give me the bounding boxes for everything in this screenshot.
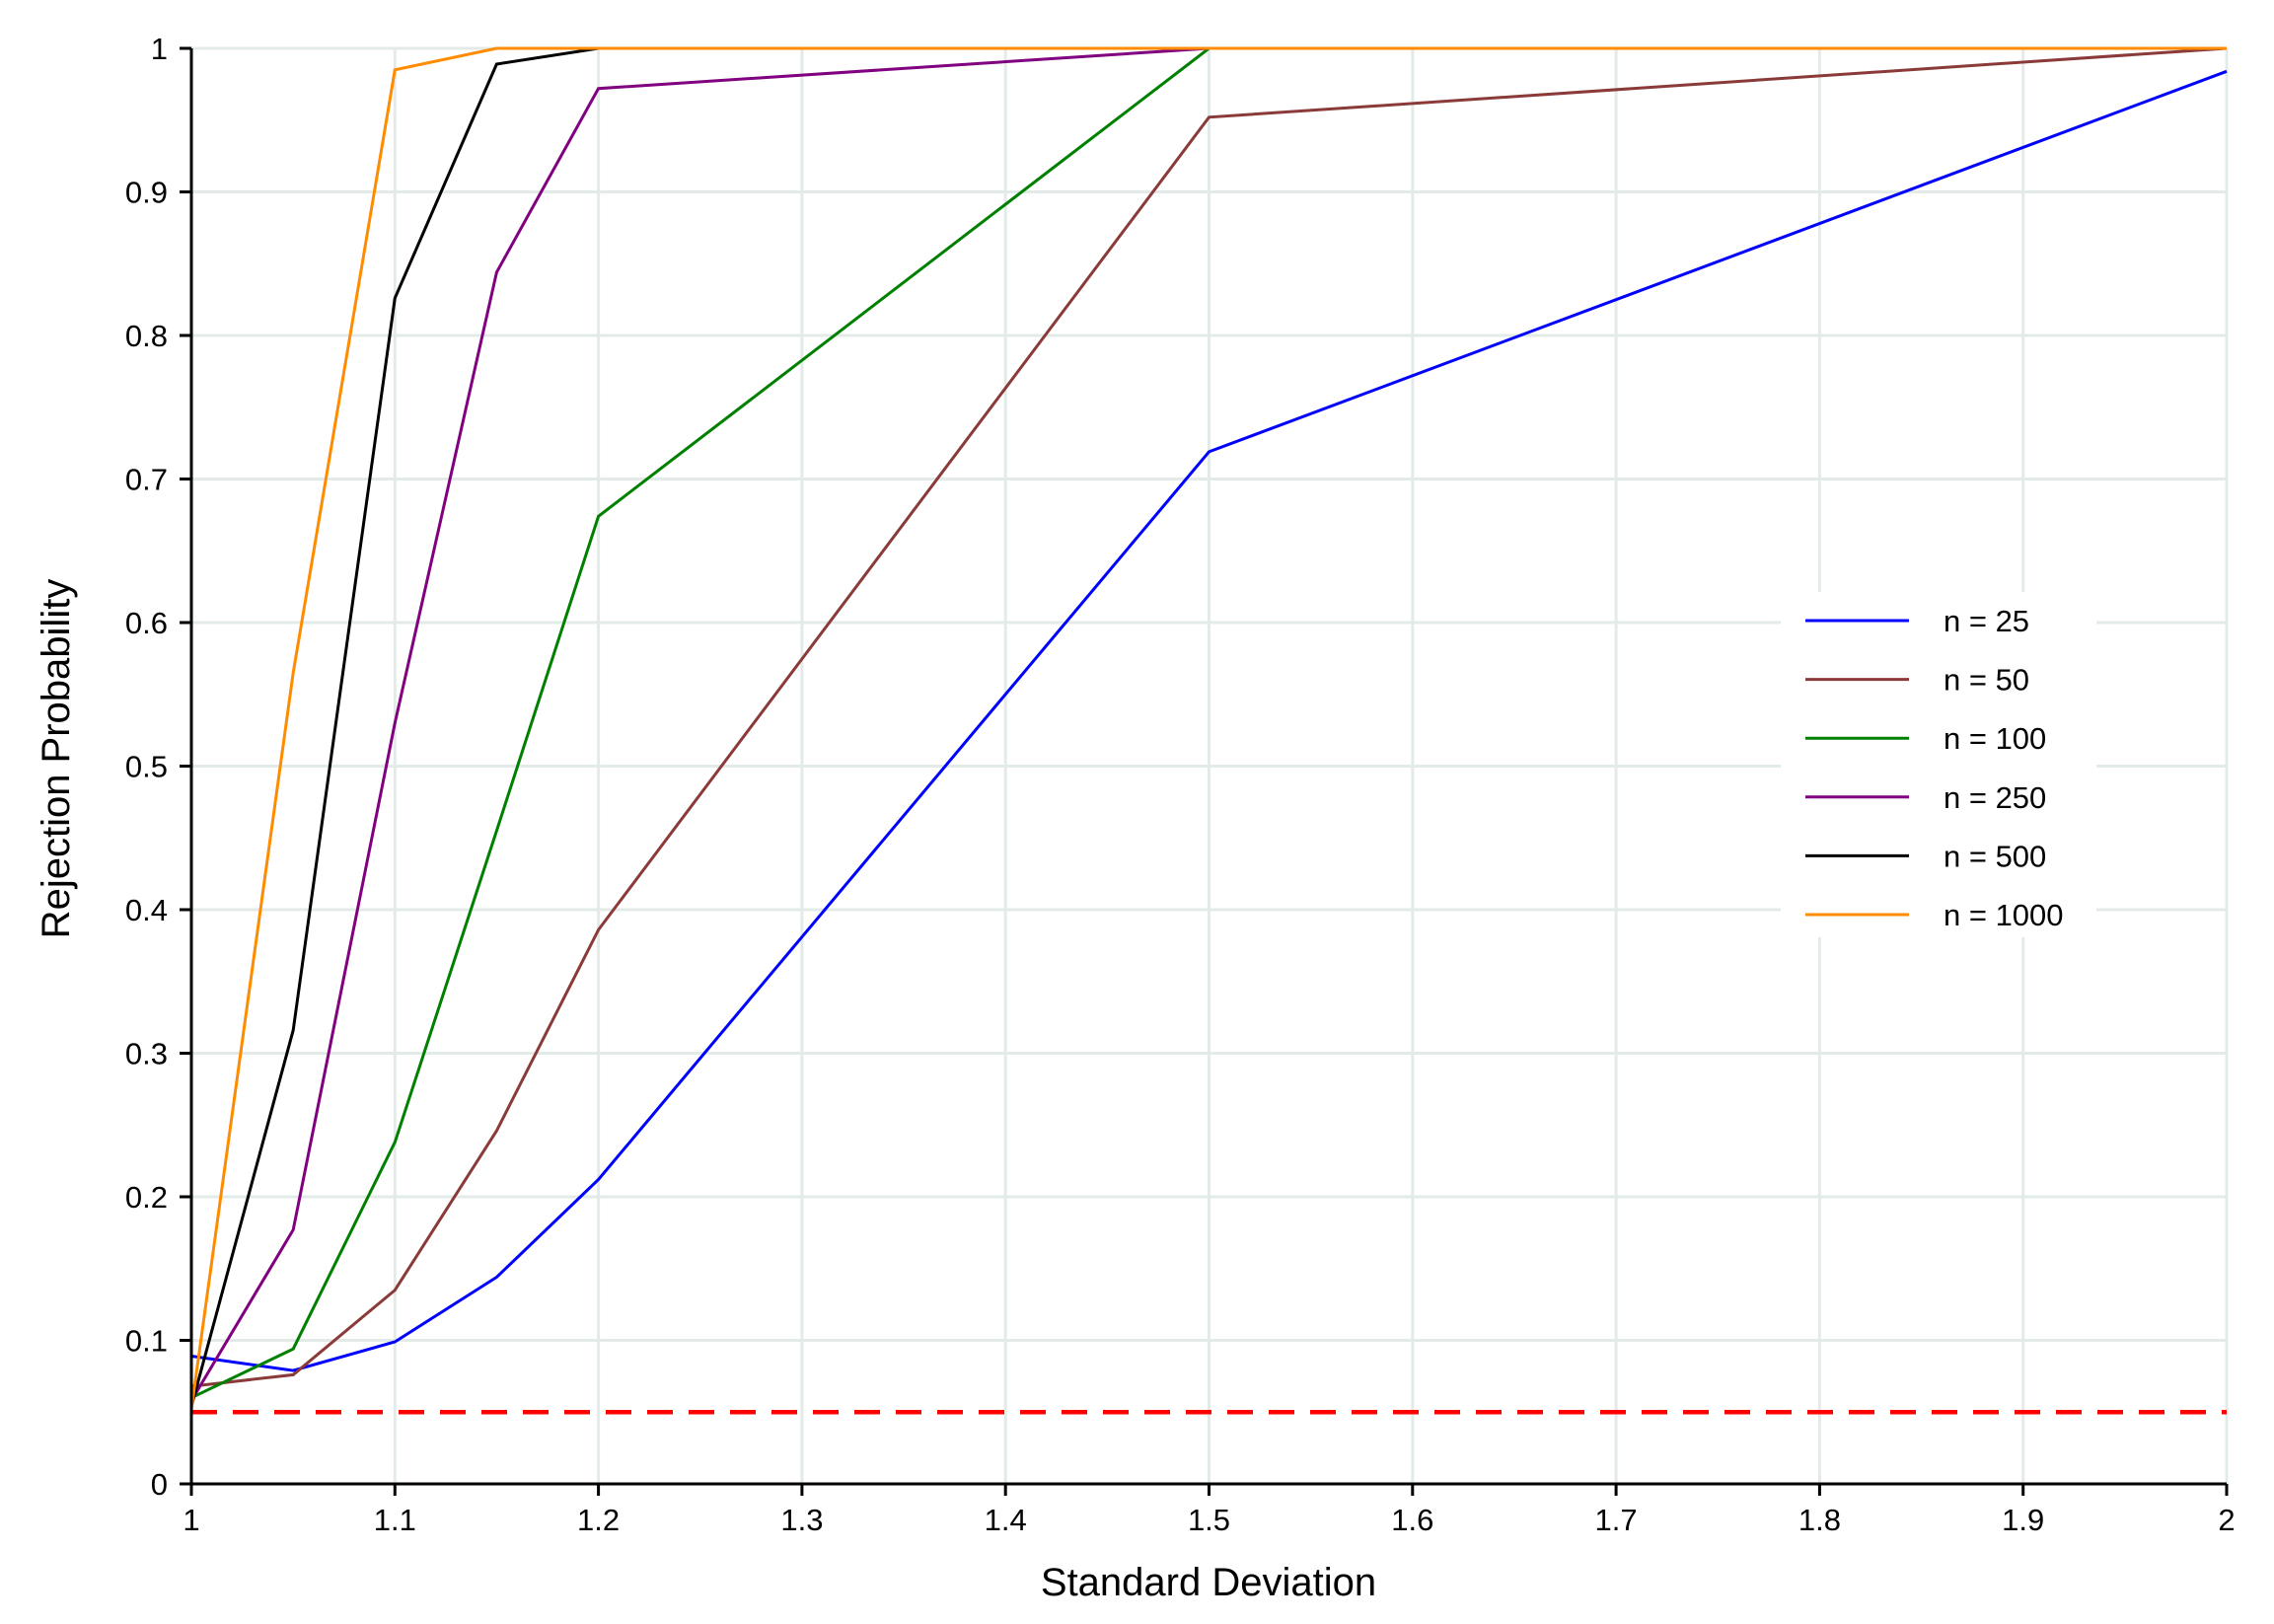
x-tick-label: 1.5 — [1188, 1503, 1230, 1537]
legend-background — [1781, 592, 2096, 937]
y-tick-label: 0.8 — [125, 319, 168, 353]
y-tick-label: 0.3 — [125, 1037, 168, 1071]
y-tick-label: 0.2 — [125, 1180, 168, 1215]
legend-label: n = 1000 — [1944, 898, 2064, 932]
series-lines — [189, 46, 2228, 1410]
legend-label: n = 500 — [1944, 839, 2046, 873]
x-tick-label: 1.4 — [985, 1503, 1027, 1537]
y-tick-label: 0.5 — [125, 750, 168, 784]
y-tick-label: 0.4 — [125, 893, 168, 927]
x-tick-label: 1.7 — [1595, 1503, 1638, 1537]
x-tick-label: 1.1 — [374, 1503, 416, 1537]
legend-label: n = 25 — [1944, 604, 2029, 638]
x-tick-label: 2 — [2218, 1503, 2235, 1537]
series-line-n25 — [190, 69, 2228, 1372]
y-tick-label: 1 — [151, 32, 168, 66]
axes — [180, 46, 2229, 1496]
x-tick-label: 1.2 — [577, 1503, 620, 1537]
x-tick-label: 1.3 — [780, 1503, 823, 1537]
legend-label: n = 50 — [1944, 663, 2029, 698]
y-tick-label: 0.1 — [125, 1324, 168, 1359]
y-tick-label: 0 — [151, 1467, 168, 1502]
series-line-n50 — [190, 46, 2228, 1388]
legend-label: n = 100 — [1944, 721, 2046, 756]
y-tick-label: 0.6 — [125, 606, 168, 640]
tick-labels: 1 1.1 1.2 1.3 1.4 1.5 1.6 1.7 1.8 1.9 2 0 0.1 0.2 0.3 0… — [125, 32, 2236, 1537]
legend: n = 25 n = 50 n = 100 n = 250 n = 500 n = 100… — [1781, 592, 2096, 937]
series-line-n1000 — [189, 46, 2227, 1410]
y-tick-label: 0.7 — [125, 463, 168, 497]
y-tick-label: 0.9 — [125, 176, 168, 210]
x-tick-label: 1.9 — [2002, 1503, 2044, 1537]
y-axis-title: Rejection Probability — [35, 579, 78, 939]
x-axis-title: Standard Deviation — [1041, 1561, 1376, 1604]
legend-label: n = 250 — [1944, 780, 2046, 815]
x-tick-label: 1 — [183, 1503, 199, 1537]
x-tick-label: 1.6 — [1391, 1503, 1433, 1537]
x-tick-label: 1.8 — [1798, 1503, 1841, 1537]
